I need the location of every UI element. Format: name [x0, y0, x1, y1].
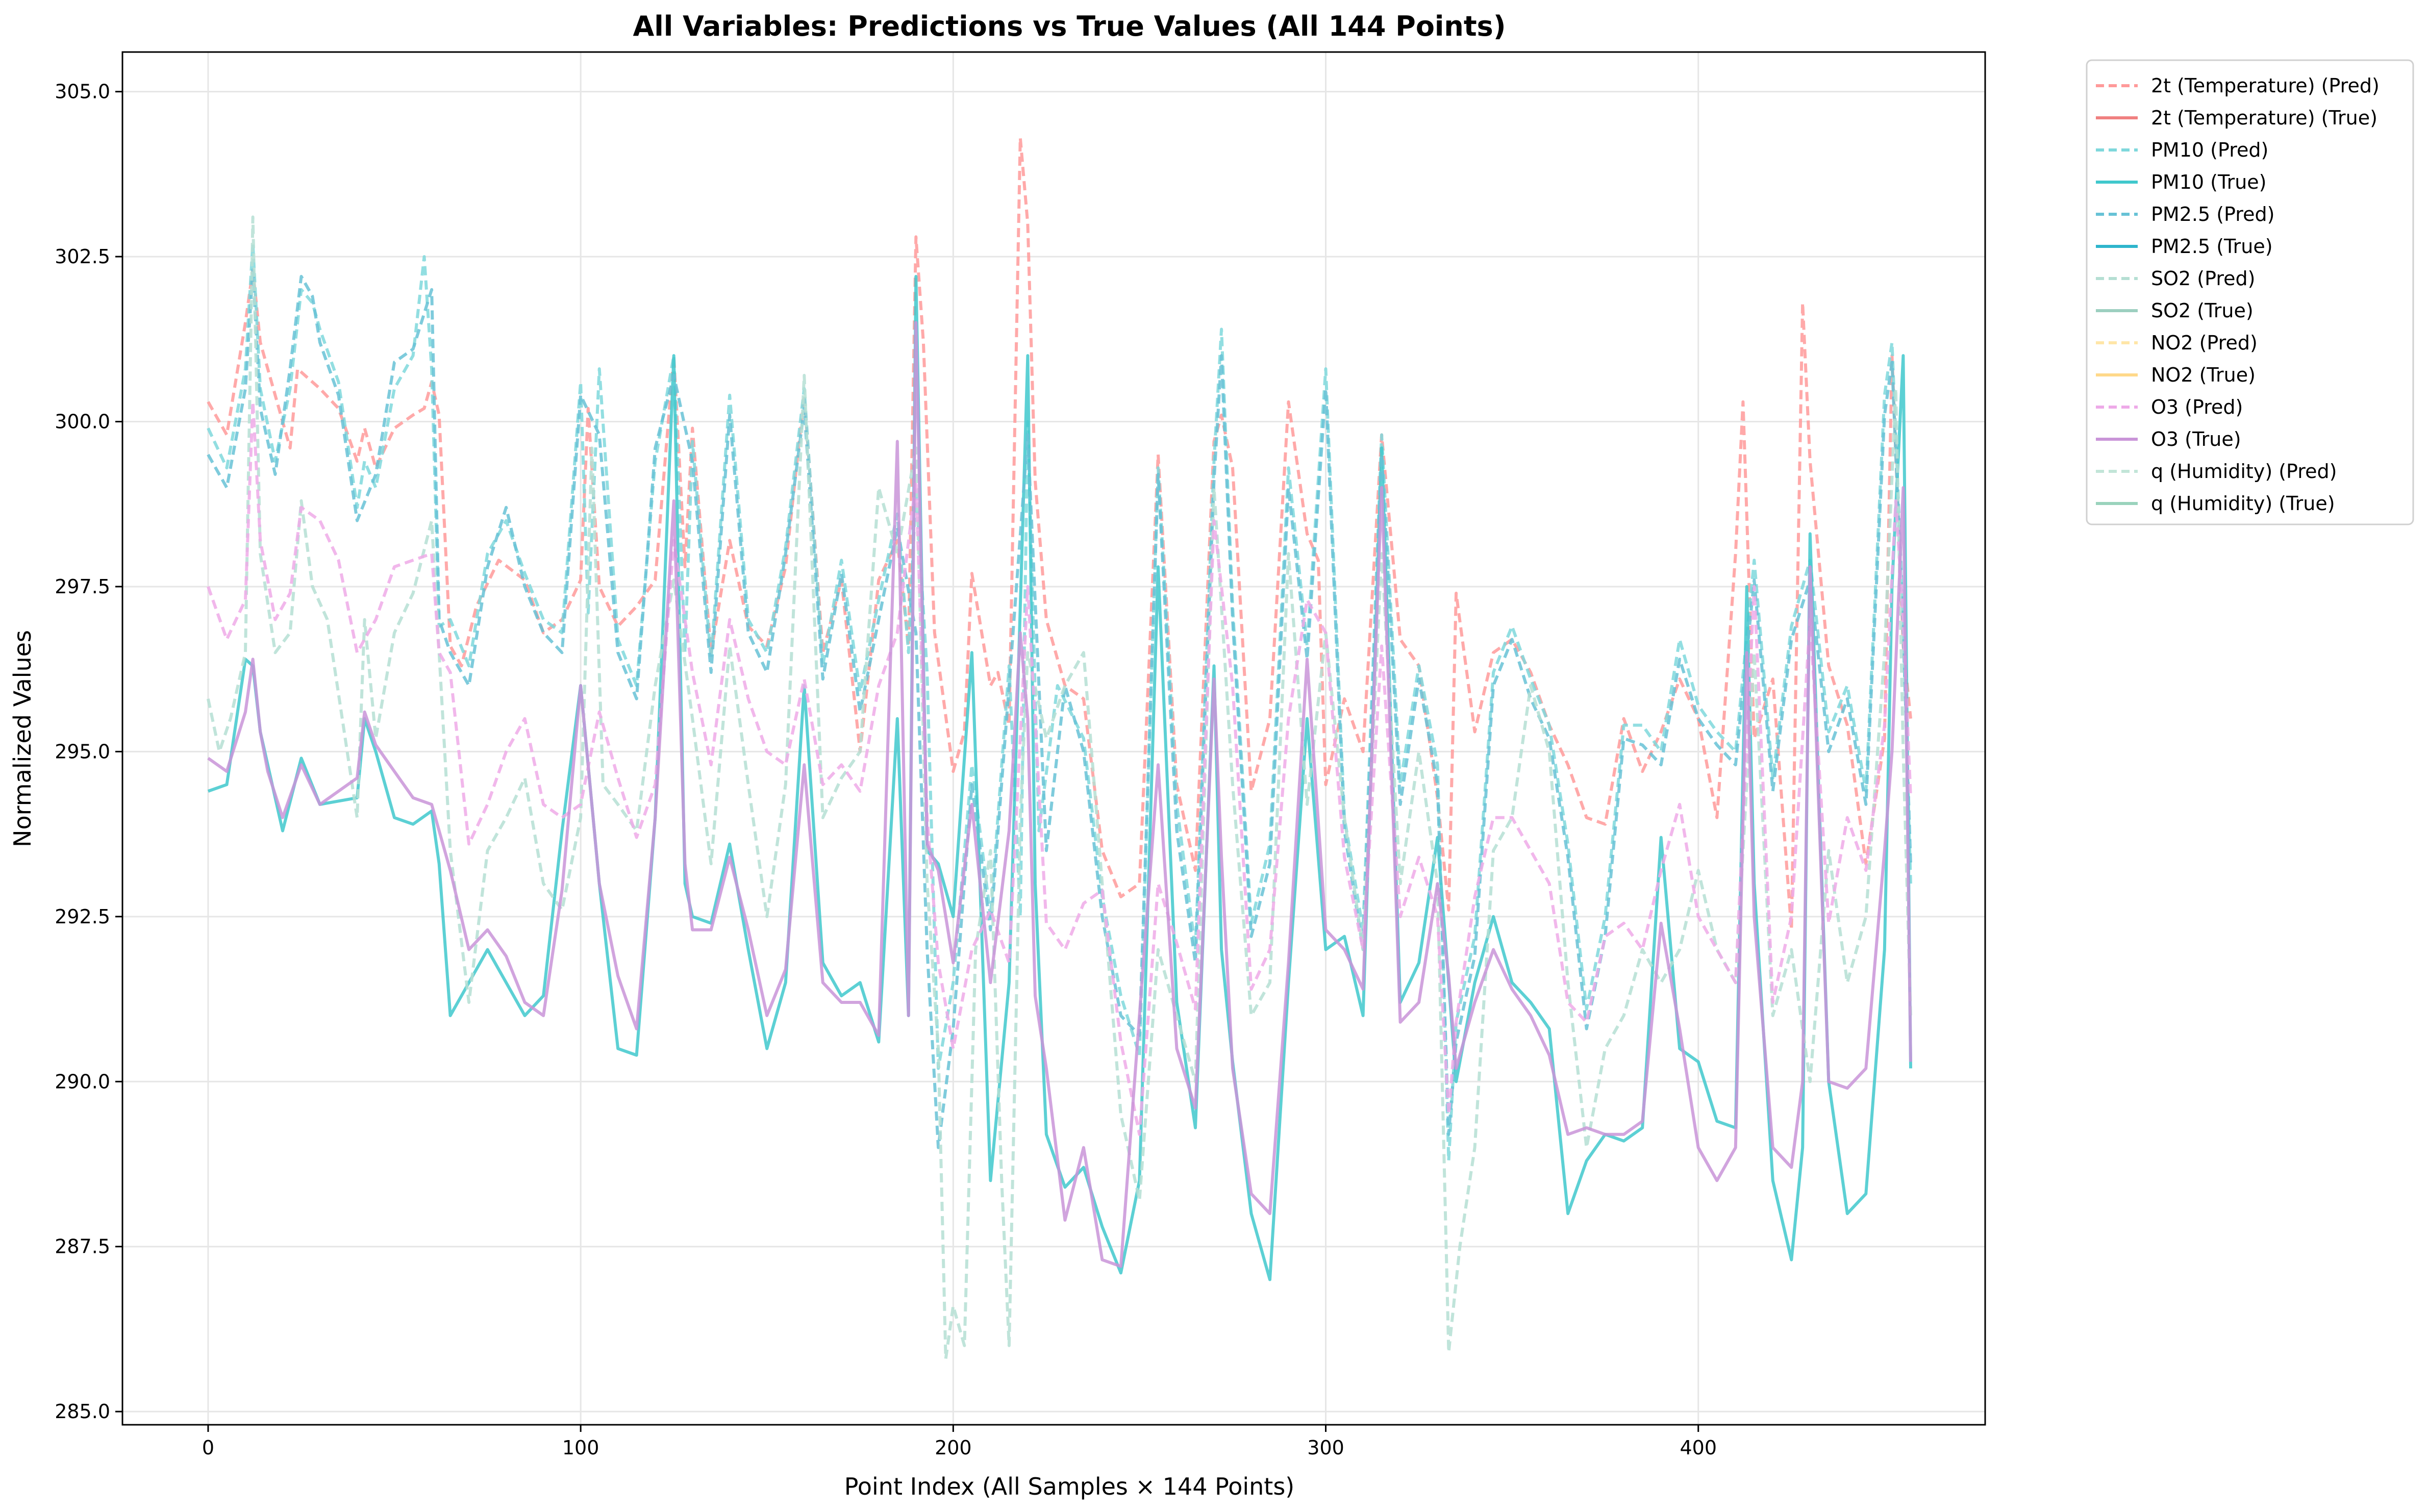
- y-axis-label: Normalized Values: [9, 630, 36, 847]
- legend-box: [2086, 59, 2414, 525]
- legend-label: PM2.5 (True): [2151, 235, 2273, 258]
- y-tick-label: 302.5: [55, 245, 110, 268]
- series-line-4: [207, 268, 1912, 1149]
- legend-label: q (Humidity) (Pred): [2151, 460, 2337, 483]
- x-tick-label: 200: [935, 1437, 972, 1459]
- legend-label: SO2 (Pred): [2151, 267, 2255, 290]
- x-axis-label: Point Index (All Samples × 144 Points): [844, 1473, 1294, 1500]
- y-tick-label: 295.0: [55, 740, 110, 763]
- plot-frame: [121, 51, 1986, 1426]
- legend-label: PM10 (True): [2151, 171, 2267, 193]
- y-tick-label: 290.0: [55, 1070, 110, 1093]
- y-tick-label: 287.5: [55, 1236, 110, 1258]
- legend-label: 2t (Temperature) (True): [2151, 107, 2377, 129]
- series-lines: [206, 136, 1912, 1360]
- y-tick-label: 305.0: [55, 81, 110, 103]
- legend-label: PM2.5 (Pred): [2151, 203, 2274, 225]
- legend-label: SO2 (True): [2151, 299, 2254, 322]
- legend-label: O3 (Pred): [2151, 396, 2243, 418]
- y-tick-label: 300.0: [55, 411, 110, 433]
- legend-label: q (Humidity) (True): [2151, 492, 2335, 515]
- y-axis-ticks: 285.0 287.5 290.0 292.5 295.0 297.5 300.0 302.5…: [55, 81, 122, 1423]
- legend-label: NO2 (True): [2151, 364, 2256, 386]
- y-tick-label: 297.5: [55, 575, 110, 598]
- legend-label: PM10 (Pred): [2151, 139, 2268, 161]
- series-line-11: [207, 321, 1912, 1268]
- y-tick-label: 285.0: [55, 1400, 110, 1423]
- series-line-10: [207, 400, 1912, 1136]
- chart-title: All Variables: Predictions vs True Value…: [633, 10, 1506, 42]
- x-tick-label: 400: [1680, 1437, 1717, 1459]
- y-tick-label: 292.5: [55, 905, 110, 928]
- legend: 2t (Temperature) (Pred) 2t (Temperature) …: [2086, 59, 2414, 525]
- x-tick-label: 0: [202, 1437, 214, 1459]
- x-axis-ticks: 0 100 200 300 400: [202, 1425, 1717, 1459]
- legend-label: NO2 (Pred): [2151, 332, 2258, 354]
- x-tick-label: 100: [562, 1437, 599, 1459]
- series-line-3: [207, 274, 1912, 1281]
- legend-label: 2t (Temperature) (Pred): [2151, 74, 2380, 97]
- series-line-0: [207, 136, 1912, 931]
- x-tick-label: 300: [1307, 1437, 1344, 1459]
- legend-label: O3 (True): [2151, 428, 2241, 450]
- series-line-6: [206, 215, 1912, 1360]
